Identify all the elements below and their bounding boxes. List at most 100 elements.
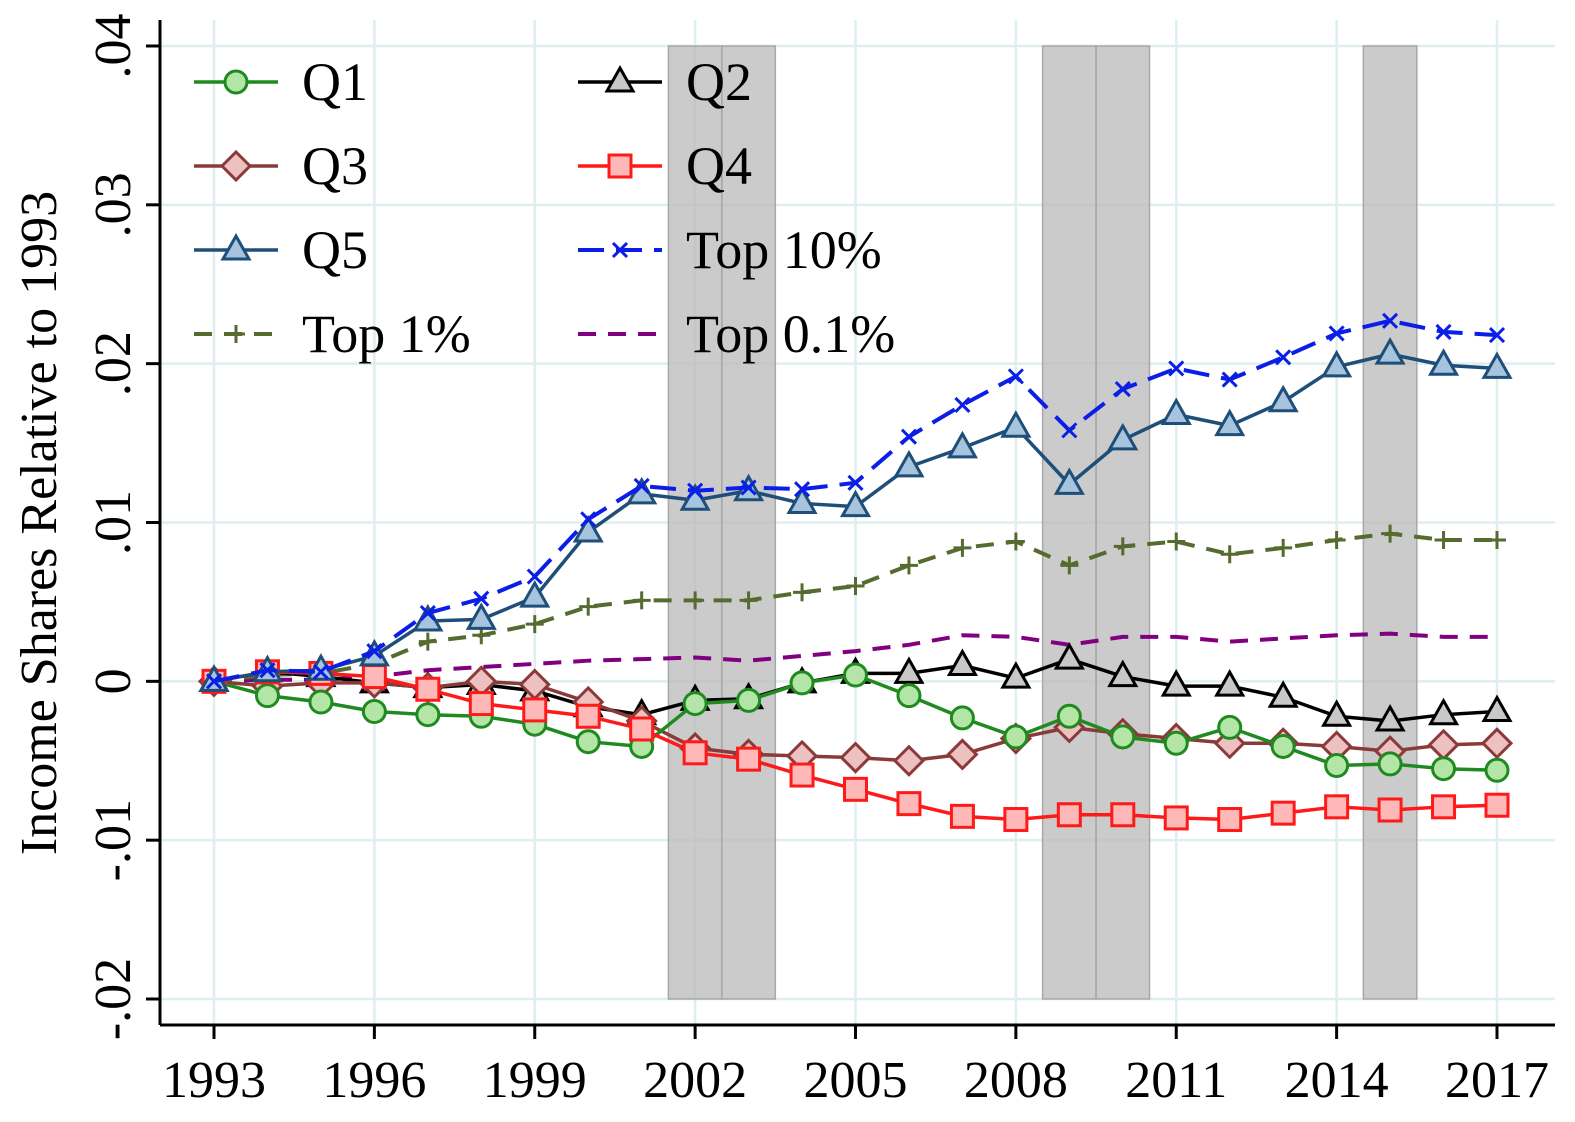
- y-tick-label: -.02: [85, 958, 142, 1040]
- data-point-q1: [1163, 730, 1189, 756]
- data-point-q1: [896, 683, 922, 709]
- data-point-q5: [786, 486, 818, 514]
- y-tick-label: .04: [85, 14, 142, 79]
- data-point-top-10: [1328, 325, 1345, 342]
- data-point-q5: [1053, 467, 1085, 495]
- data-point-top-1: [1434, 530, 1453, 549]
- data-point-top-10: [1114, 381, 1131, 398]
- data-point-top-10: [1382, 312, 1399, 329]
- data-point-q4: [522, 697, 548, 723]
- data-point-q1: [736, 687, 762, 713]
- data-point-q2: [1267, 680, 1299, 708]
- data-point-top-1: [1167, 532, 1186, 551]
- data-point-q4: [896, 791, 922, 817]
- y-tick-label: -.01: [85, 799, 142, 881]
- data-point-top-1: [846, 577, 865, 596]
- y-axis-label: Income Shares Relative to 1993: [11, 191, 68, 855]
- recession-band: [1041, 45, 1097, 1000]
- data-point-top-10: [259, 662, 276, 679]
- data-point-q2: [1214, 669, 1246, 697]
- data-point-q4: [1056, 802, 1082, 828]
- data-point-top-1: [1220, 545, 1239, 564]
- x-tick-label: 2008: [964, 1052, 1068, 1109]
- y-tick-label: 0: [85, 668, 142, 694]
- data-point-q1: [254, 683, 280, 709]
- data-point-top-10: [366, 643, 383, 660]
- data-point-q5: [572, 514, 604, 543]
- legend-label: Q3: [302, 136, 368, 196]
- data-point-top-10: [1061, 422, 1078, 439]
- data-point-q1: [949, 705, 975, 731]
- data-point-top-10: [526, 568, 543, 585]
- data-point-top-1: [418, 632, 437, 651]
- data-point-q1: [1110, 724, 1136, 750]
- ticks: 1993 1996 1999 2002 2005 2008 2011 2014 2017 -.02…: [85, 14, 1549, 1110]
- data-point-q4: [415, 676, 441, 702]
- data-point-q5: [1481, 351, 1513, 379]
- recession-bands: [667, 45, 1418, 1000]
- data-point-q3: [839, 741, 872, 774]
- data-point-top-1: [686, 591, 705, 610]
- data-point-top-1: [1381, 524, 1400, 543]
- data-point-q2: [1107, 659, 1139, 688]
- data-point-q5: [1214, 408, 1246, 437]
- legend-item-q1: Q1: [194, 52, 368, 112]
- data-point-top-1: [1113, 537, 1132, 556]
- data-point-top-10: [1221, 371, 1238, 388]
- data-point-q4: [575, 703, 601, 729]
- data-point-q4: [682, 740, 708, 766]
- series-q5: [198, 337, 1513, 692]
- data-point-q2: [1481, 694, 1513, 723]
- legend-label: Top 0.1%: [686, 304, 895, 364]
- legend-marker-top-10: [611, 241, 629, 259]
- legend-marker-q2: [604, 64, 636, 93]
- data-point-top-1: [1060, 556, 1079, 575]
- legend: Q1 Q2 Q3 Q4 Q5 Top 10% Top 1% Top 0.1%: [194, 52, 895, 364]
- data-point-q2: [946, 648, 978, 676]
- data-point-q1: [361, 699, 387, 725]
- data-point-top-1: [1274, 538, 1293, 557]
- data-point-top-10: [1275, 349, 1292, 366]
- data-point-q5: [1374, 337, 1406, 365]
- data-point-top-1: [1006, 532, 1025, 551]
- series-top-10: [205, 312, 1506, 690]
- data-point-q4: [736, 746, 762, 772]
- data-point-top-10: [1435, 323, 1452, 340]
- data-point-top-10: [900, 428, 918, 445]
- x-tick-label: 1999: [483, 1052, 587, 1109]
- series-line-top-0-1: [213, 631, 1497, 684]
- data-point-q4: [1484, 792, 1510, 818]
- data-point-top-1: [632, 591, 651, 610]
- y-tick-label: .02: [85, 331, 142, 396]
- x-tick-label: 1993: [162, 1052, 266, 1109]
- data-point-top-10: [205, 673, 223, 690]
- recession-band: [721, 45, 777, 1000]
- legend-label: Q1: [302, 52, 368, 112]
- recession-band: [1362, 45, 1418, 1000]
- data-point-top-10: [419, 604, 436, 622]
- data-point-q1: [789, 670, 815, 696]
- data-point-top-10: [473, 590, 490, 607]
- legend-item-q4: Q4: [578, 136, 752, 196]
- legend-label: Top 1%: [302, 304, 471, 364]
- data-point-top-10: [1488, 327, 1506, 344]
- grid: [160, 20, 1555, 1025]
- legend-item-q5: Q5: [194, 220, 368, 280]
- data-point-q4: [1217, 807, 1243, 833]
- series-q4: [201, 659, 1510, 833]
- data-point-q1: [415, 702, 441, 728]
- data-point-q1: [1056, 703, 1082, 729]
- data-point-q2: [1427, 697, 1460, 726]
- legend-item-top-1: Top 1%: [194, 304, 471, 364]
- data-point-top-1: [739, 591, 758, 610]
- legend-marker-top-1: [227, 325, 245, 343]
- data-point-q5: [1321, 349, 1353, 378]
- data-point-q4: [468, 691, 494, 717]
- data-point-q5: [1427, 348, 1460, 376]
- legend-label: Q5: [302, 220, 368, 280]
- x-tick-label: 1996: [322, 1052, 426, 1109]
- data-point-q5: [893, 449, 925, 478]
- series-top-0-1: [213, 631, 1497, 684]
- data-point-q1: [308, 689, 334, 715]
- legend-label: Top 10%: [686, 220, 882, 280]
